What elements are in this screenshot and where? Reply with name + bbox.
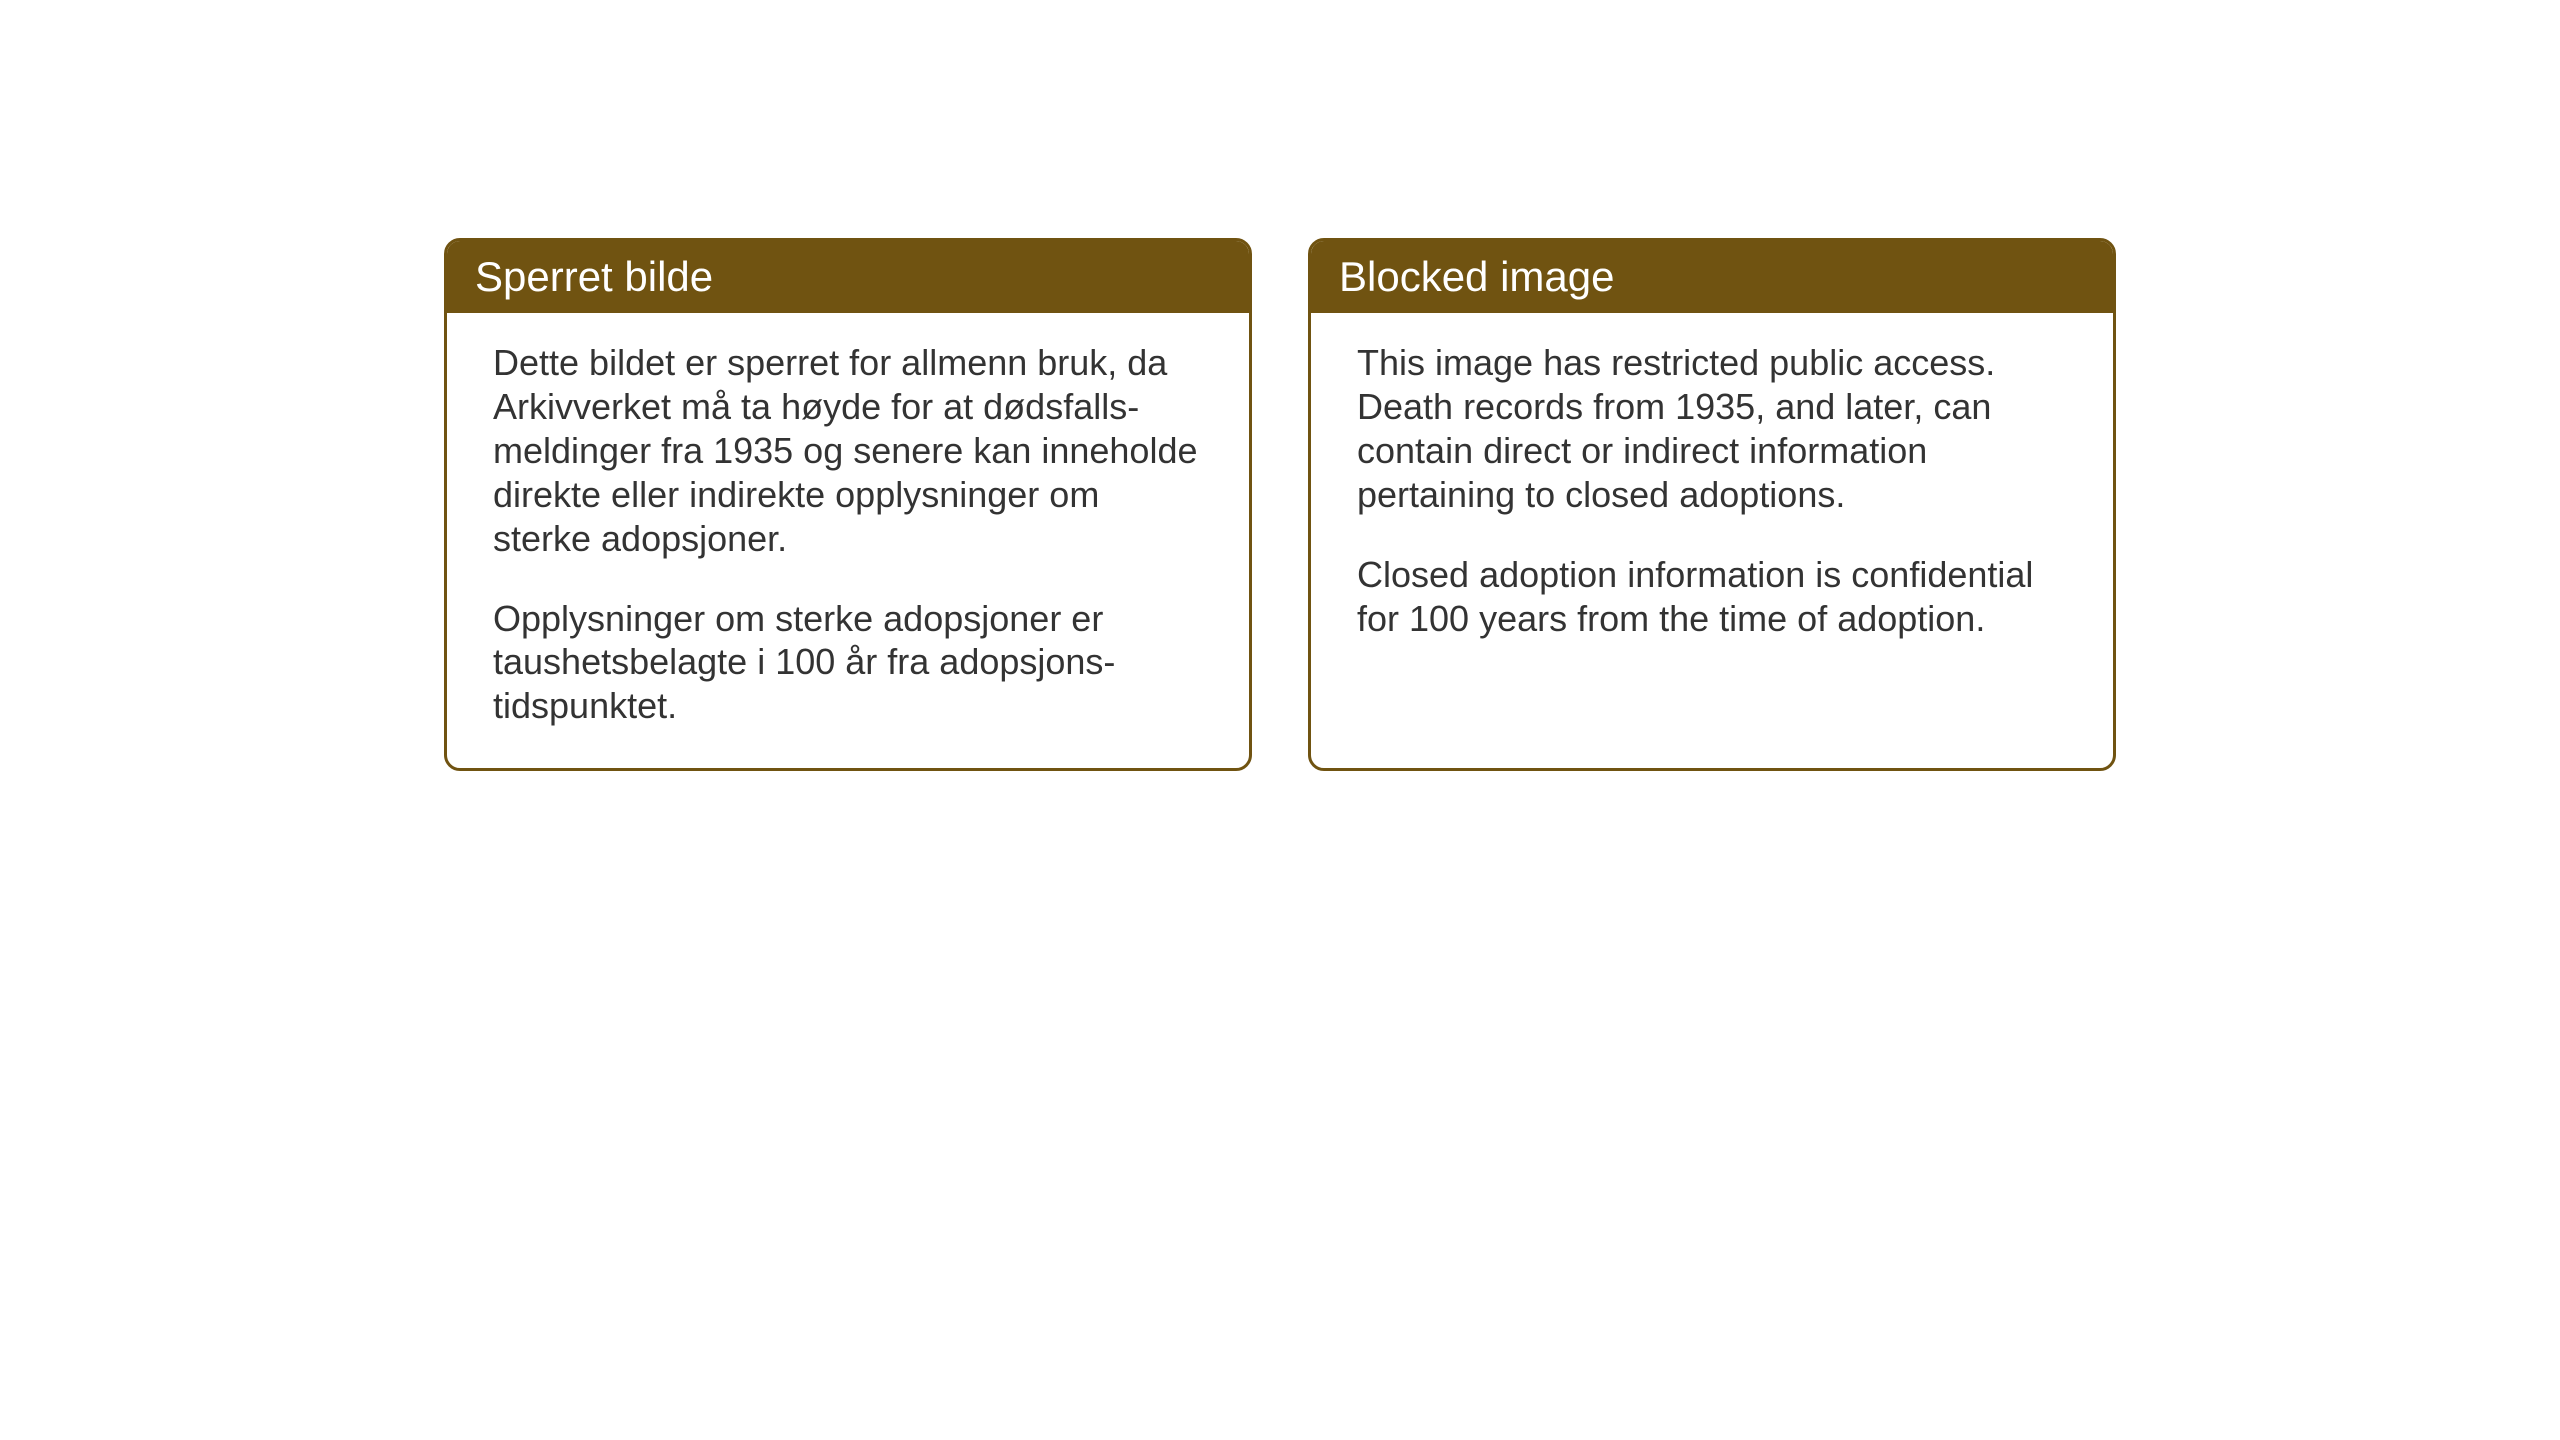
norwegian-notice-card: Sperret bilde Dette bildet er sperret fo… [444, 238, 1252, 771]
norwegian-card-body: Dette bildet er sperret for allmenn bruk… [447, 313, 1249, 768]
english-paragraph-1: This image has restricted public access.… [1357, 341, 2067, 517]
english-card-body: This image has restricted public access.… [1311, 313, 2113, 753]
english-card-title: Blocked image [1311, 241, 2113, 313]
norwegian-card-title: Sperret bilde [447, 241, 1249, 313]
norwegian-paragraph-2: Opplysninger om sterke adopsjoner er tau… [493, 597, 1203, 729]
english-notice-card: Blocked image This image has restricted … [1308, 238, 2116, 771]
notice-cards-container: Sperret bilde Dette bildet er sperret fo… [444, 238, 2116, 771]
english-paragraph-2: Closed adoption information is confident… [1357, 553, 2067, 641]
norwegian-paragraph-1: Dette bildet er sperret for allmenn bruk… [493, 341, 1203, 561]
